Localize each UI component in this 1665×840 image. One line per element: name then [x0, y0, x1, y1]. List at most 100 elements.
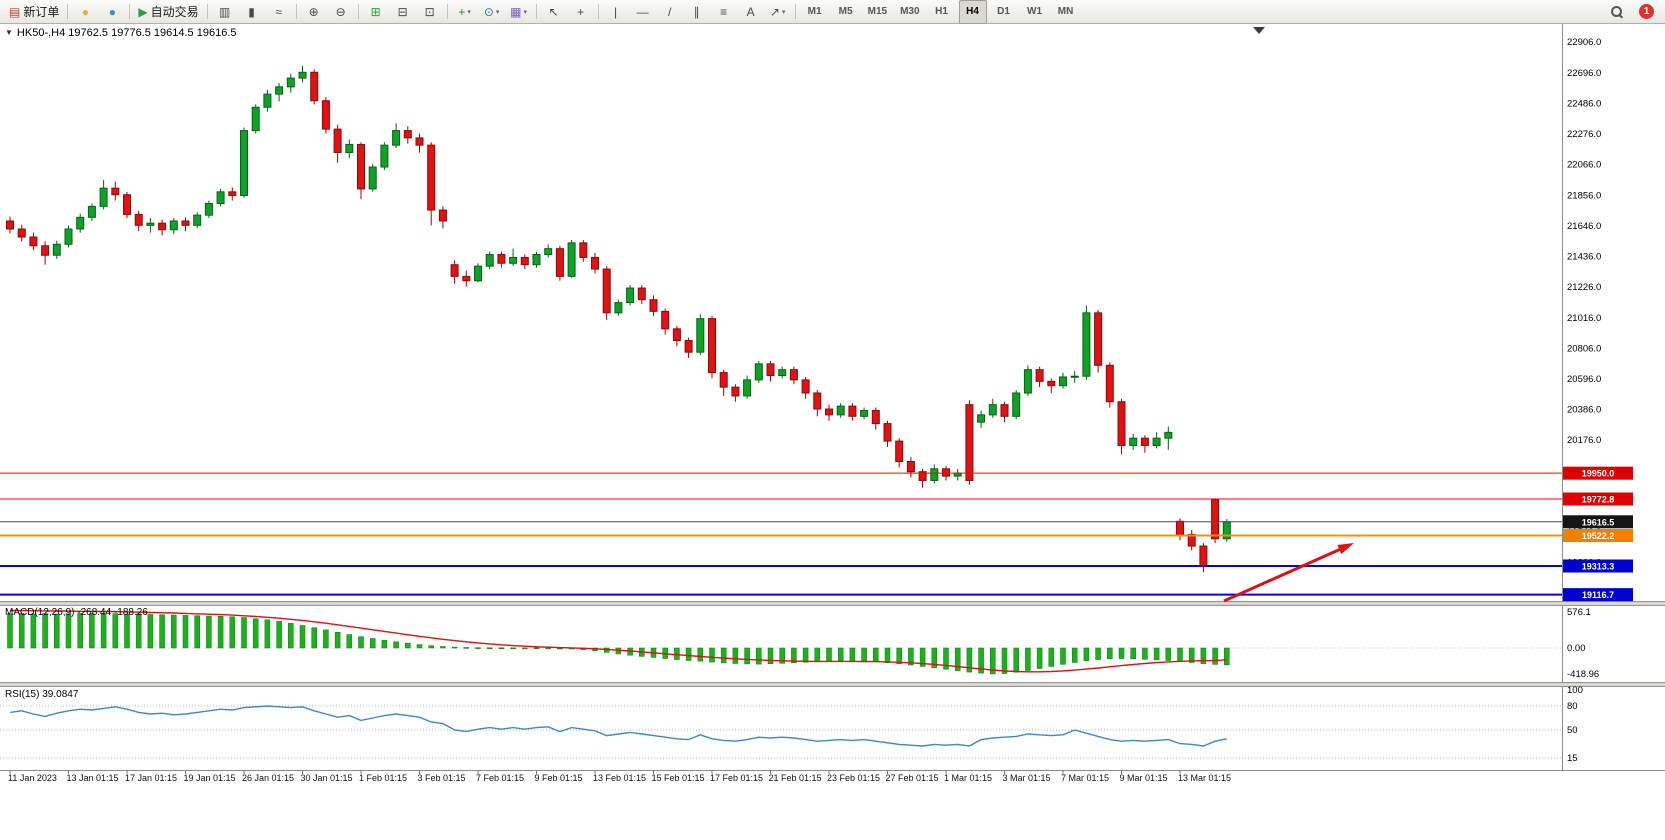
- new-order-button[interactable]: ▤ 新订单: [5, 1, 63, 23]
- templates-button[interactable]: ▦ ▾: [506, 1, 532, 23]
- arrows-button[interactable]: ↗ ▾: [765, 1, 791, 23]
- toolbar-separator: [794, 4, 796, 19]
- line-chart-icon-glyph: ≈: [275, 4, 282, 19]
- timeframe-m30[interactable]: M30: [900, 6, 920, 17]
- svg-text:19 Jan 01:15: 19 Jan 01:15: [184, 773, 236, 783]
- chart-frame: [0, 24, 1665, 771]
- horizontal-line-button-glyph: —: [636, 4, 649, 19]
- svg-text:22276.0: 22276.0: [1567, 129, 1601, 140]
- chevron-down-icon: ▾: [495, 8, 500, 16]
- crosshair-button[interactable]: +: [568, 1, 594, 23]
- toolbar-separator: [597, 4, 599, 19]
- candlestick-series: [6, 65, 1231, 573]
- macd-pane: [0, 609, 1562, 675]
- trendline-button-glyph: /: [667, 4, 672, 19]
- svg-text:21436.0: 21436.0: [1567, 252, 1601, 263]
- toolbar-separator: [446, 4, 448, 19]
- svg-text:22906.0: 22906.0: [1567, 37, 1601, 48]
- rsi-indicator-label: RSI(15) 39.0847: [5, 689, 79, 700]
- svg-text:22066.0: 22066.0: [1567, 160, 1601, 171]
- timeframe-m15[interactable]: M15: [867, 6, 888, 17]
- svg-text:-418.96: -418.96: [1567, 669, 1599, 680]
- svg-text:11 Jan 2023: 11 Jan 2023: [8, 773, 57, 783]
- svg-text:7 Mar 01:15: 7 Mar 01:15: [1061, 773, 1109, 783]
- text-button[interactable]: A: [738, 1, 764, 23]
- timeframe-w1[interactable]: W1: [1027, 6, 1043, 17]
- zoom-in-button[interactable]: ⊕: [301, 1, 327, 23]
- vertical-line-button[interactable]: |: [603, 1, 629, 23]
- periods-button[interactable]: ⊙ ▾: [479, 1, 505, 23]
- svg-text:21226.0: 21226.0: [1567, 282, 1601, 293]
- arrange-windows-icon[interactable]: ⊡: [417, 1, 443, 23]
- data-window-icon-glyph: ●: [108, 4, 116, 19]
- toolbar: ▤ 新订单 ● ● ▶ 自动交易 ▥ ▮ ≈ ⊕ ⊖ ⊞ ⊟ ⊡ + ▾ ⊙ ▾ ▦ ▾ ↖ + | — / ∥ ≡ A ↗ ▾ M1 M5 M…: [0, 0, 1665, 24]
- vertical-line-button-glyph: |: [614, 4, 618, 19]
- autotrading-button[interactable]: ▶ 自动交易: [134, 1, 202, 23]
- svg-text:50: 50: [1567, 725, 1578, 736]
- svg-text:19950.0: 19950.0: [1582, 469, 1615, 479]
- cascade-windows-icon[interactable]: ⊟: [390, 1, 416, 23]
- periods-button-glyph: ⊙: [483, 4, 494, 19]
- svg-text:100: 100: [1567, 685, 1583, 696]
- fibonacci-button[interactable]: ≡: [711, 1, 737, 23]
- svg-text:7 Feb 01:15: 7 Feb 01:15: [476, 773, 524, 783]
- svg-text:1 Feb 01:15: 1 Feb 01:15: [359, 773, 407, 783]
- timeframe-m1[interactable]: M1: [807, 6, 822, 17]
- autotrading-button-label: 自动交易: [150, 5, 199, 19]
- svg-text:21 Feb 01:15: 21 Feb 01:15: [769, 773, 822, 783]
- search-icon[interactable]: [1604, 1, 1630, 23]
- svg-text:20596.0: 20596.0: [1567, 374, 1601, 385]
- trendline-button[interactable]: /: [657, 1, 683, 23]
- svg-text:22696.0: 22696.0: [1567, 68, 1601, 79]
- chart-expander-icon[interactable]: ▼: [5, 28, 13, 37]
- svg-text:0.00: 0.00: [1567, 643, 1586, 654]
- chevron-down-icon: ▾: [467, 8, 471, 16]
- price-tag: 19616.5: [1563, 515, 1633, 529]
- horizontal-line-button[interactable]: —: [630, 1, 656, 23]
- horizontal-price-lines: [0, 472, 1562, 596]
- svg-text:26 Jan 01:15: 26 Jan 01:15: [242, 773, 294, 783]
- svg-text:3 Feb 01:15: 3 Feb 01:15: [418, 773, 466, 783]
- line-chart-icon[interactable]: ≈: [266, 1, 292, 23]
- svg-text:15 Feb 01:15: 15 Feb 01:15: [652, 773, 705, 783]
- svg-text:20806.0: 20806.0: [1567, 343, 1601, 354]
- svg-text:27 Feb 01:15: 27 Feb 01:15: [886, 773, 939, 783]
- text-button-glyph: A: [746, 4, 755, 19]
- zoom-in-button-glyph: ⊕: [308, 4, 319, 19]
- arrows-button-glyph: ↗: [769, 4, 780, 19]
- price-tag: 19116.7: [1563, 588, 1633, 602]
- chevron-down-icon: ▾: [781, 8, 786, 16]
- svg-text:13 Jan 01:15: 13 Jan 01:15: [67, 773, 119, 783]
- zoom-out-button[interactable]: ⊖: [328, 1, 354, 23]
- svg-text:9 Mar 01:15: 9 Mar 01:15: [1120, 773, 1168, 783]
- fibonacci-button-glyph: ≡: [720, 4, 728, 19]
- timeframe-m5[interactable]: M5: [838, 6, 853, 17]
- toolbar-separator: [206, 4, 208, 19]
- svg-text:23 Feb 01:15: 23 Feb 01:15: [827, 773, 880, 783]
- indicators-button[interactable]: + ▾: [452, 1, 478, 23]
- cursor-button[interactable]: ↖: [541, 1, 567, 23]
- timeframe-d1[interactable]: D1: [997, 6, 1010, 17]
- svg-text:19616.5: 19616.5: [1582, 517, 1615, 527]
- svg-text:19116.7: 19116.7: [1582, 590, 1614, 600]
- templates-button-glyph: ▦: [510, 4, 522, 19]
- price-tag: 19772.8: [1563, 492, 1633, 506]
- bar-chart-icon[interactable]: ▥: [212, 1, 238, 23]
- svg-text:22486.0: 22486.0: [1567, 98, 1601, 109]
- bar-chart-icon-glyph: ▥: [218, 4, 231, 19]
- toolbar-separator: [295, 4, 297, 19]
- channel-button-glyph: ∥: [693, 4, 700, 19]
- tile-windows-icon[interactable]: ⊞: [363, 1, 389, 23]
- notification-badge[interactable]: 1: [1639, 4, 1654, 19]
- data-window-icon[interactable]: ●: [99, 1, 125, 23]
- candlestick-chart-icon[interactable]: ▮: [239, 1, 265, 23]
- svg-text:80: 80: [1567, 701, 1578, 712]
- price-tag: 19313.3: [1563, 559, 1633, 573]
- timeframe-mn[interactable]: MN: [1057, 6, 1074, 17]
- timeframe-h1[interactable]: H1: [935, 6, 948, 17]
- chart-profile-icon[interactable]: ●: [72, 1, 98, 23]
- timeframe-h4[interactable]: H4: [958, 0, 987, 24]
- channel-button[interactable]: ∥: [684, 1, 710, 23]
